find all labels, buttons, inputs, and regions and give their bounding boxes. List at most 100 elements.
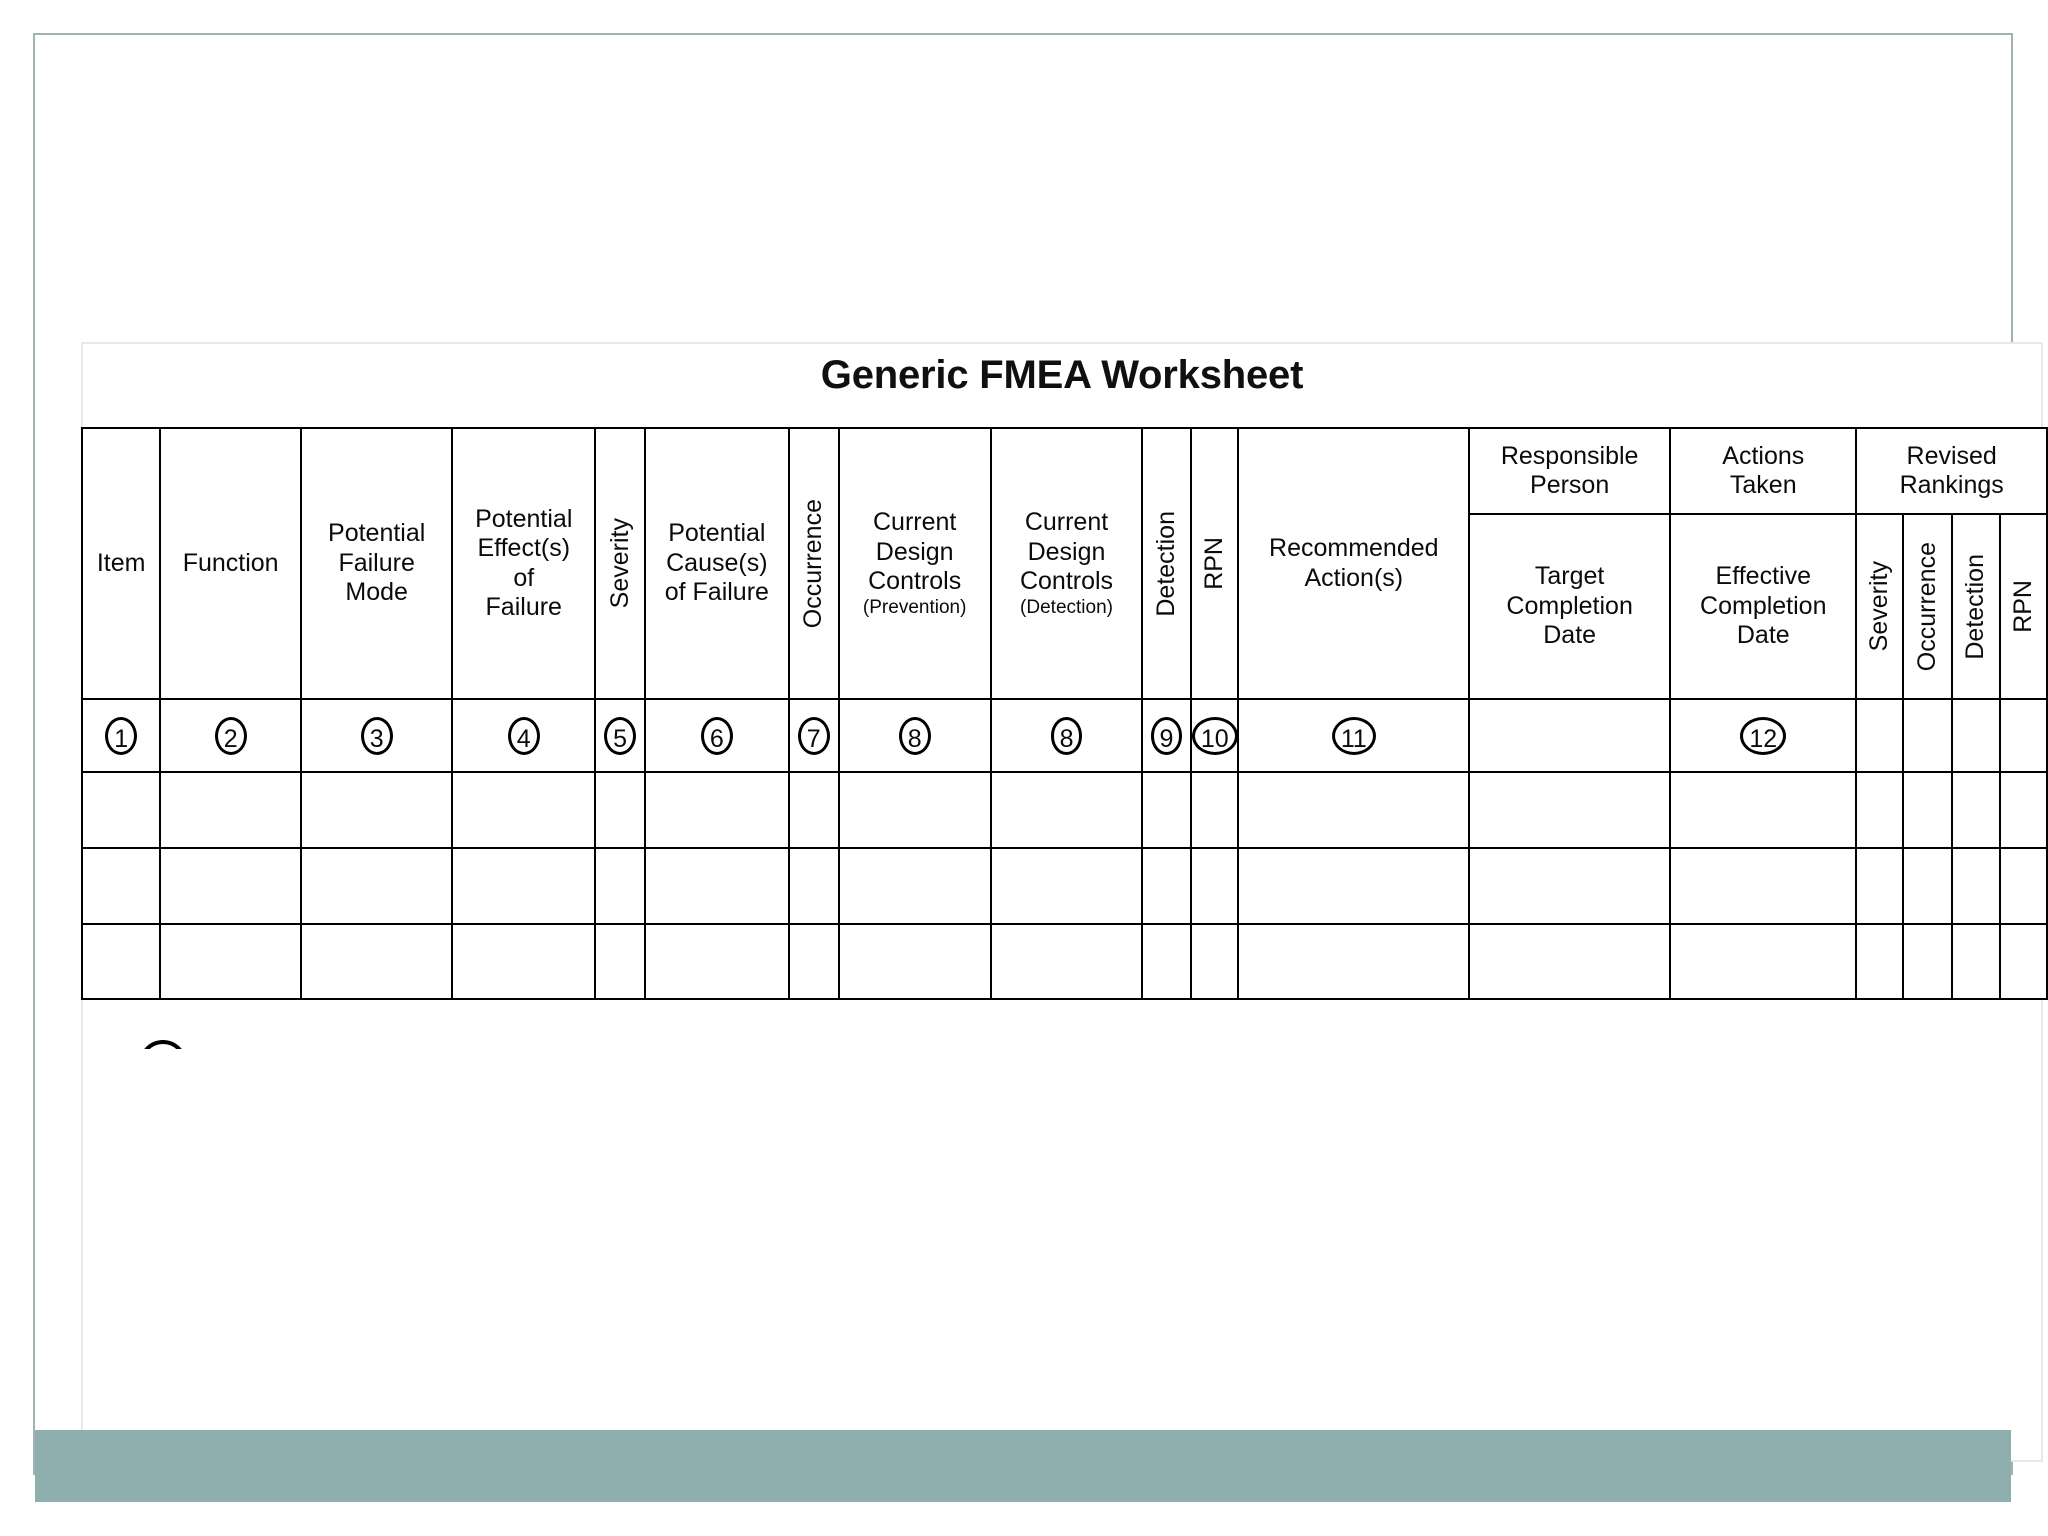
step-number-row: 1 2 3 4 5 6 7 8 8 9 10 11 12 <box>80 698 2048 773</box>
cell-item[interactable] <box>80 847 162 925</box>
cell-potential-failure-mode[interactable] <box>300 847 454 925</box>
page-title: Generic FMEA Worksheet <box>820 353 1304 397</box>
header-revised-detection: Detection <box>1950 513 2002 700</box>
cell-cdc-prevention[interactable] <box>837 771 992 849</box>
cell-item[interactable] <box>80 923 162 1000</box>
step-badge-11: 11 <box>1331 716 1376 755</box>
step-cell-severity[interactable]: 5 <box>594 698 646 773</box>
cell-item[interactable] <box>80 771 162 849</box>
header-recommended-actions: Recommended Action(s) <box>1237 427 1471 700</box>
cell-cdc-prevention[interactable] <box>837 847 992 925</box>
cell-revised-severity[interactable] <box>1855 847 1904 925</box>
cell-revised-rpn[interactable] <box>1999 847 2048 925</box>
step-cell-potential-causes-of-failure[interactable]: 6 <box>643 698 790 773</box>
group-header-revised-rankings: Revised Rankings <box>1855 427 2048 515</box>
step-cell-rpn[interactable]: 10 <box>1189 698 1240 773</box>
step-cell-revised-rpn[interactable] <box>1999 698 2048 773</box>
cell-revised-rpn[interactable] <box>1999 923 2048 1000</box>
cell-potential-effects-of-failure[interactable] <box>451 847 597 925</box>
step-badge-6: 6 <box>700 716 733 755</box>
clipped-circle-mask <box>127 1049 197 1089</box>
table-row <box>80 923 2048 1000</box>
cell-potential-effects-of-failure[interactable] <box>451 771 597 849</box>
step-cell-recommended-actions[interactable]: 11 <box>1237 698 1471 773</box>
cell-potential-causes-of-failure[interactable] <box>643 771 790 849</box>
cell-potential-causes-of-failure[interactable] <box>643 847 790 925</box>
step-badge-7: 7 <box>797 716 830 755</box>
cell-potential-causes-of-failure[interactable] <box>643 923 790 1000</box>
step-cell-detection[interactable]: 9 <box>1141 698 1192 773</box>
cell-function[interactable] <box>159 923 303 1000</box>
header-effective-completion-date: Effective Completion Date <box>1669 513 1858 700</box>
step-badge-8a: 8 <box>898 716 931 755</box>
step-cell-revised-occurrence[interactable] <box>1901 698 1953 773</box>
cell-effective-completion-date[interactable] <box>1669 771 1858 849</box>
step-cell-potential-effects-of-failure[interactable]: 4 <box>451 698 597 773</box>
cell-potential-failure-mode[interactable] <box>300 771 454 849</box>
step-badge-8b: 8 <box>1050 716 1083 755</box>
cell-detection[interactable] <box>1141 771 1192 849</box>
cell-potential-failure-mode[interactable] <box>300 923 454 1000</box>
cell-target-completion-date[interactable] <box>1468 923 1672 1000</box>
step-cell-revised-detection[interactable] <box>1950 698 2002 773</box>
cell-occurrence[interactable] <box>787 771 840 849</box>
step-cell-effective-completion-date[interactable]: 12 <box>1669 698 1858 773</box>
cell-severity[interactable] <box>594 847 646 925</box>
cell-effective-completion-date[interactable] <box>1669 923 1858 1000</box>
cell-effective-completion-date[interactable] <box>1669 847 1858 925</box>
step-badge-12: 12 <box>1740 716 1787 755</box>
cell-target-completion-date[interactable] <box>1468 771 1672 849</box>
header-potential-failure-mode: Potential Failure Mode <box>300 427 454 700</box>
cell-rpn[interactable] <box>1189 923 1240 1000</box>
cell-function[interactable] <box>159 771 303 849</box>
header-potential-causes-of-failure: Potential Cause(s) of Failure <box>643 427 790 700</box>
cell-revised-severity[interactable] <box>1855 923 1904 1000</box>
cell-revised-detection[interactable] <box>1950 771 2002 849</box>
table-sub-header-row: Target Completion Date Effective Complet… <box>82 513 2048 700</box>
table-row <box>80 847 2048 925</box>
step-cell-target-completion-date[interactable] <box>1468 698 1672 773</box>
cell-occurrence[interactable] <box>787 923 840 1000</box>
table-group-header-row: Item Function Potential Failure Mode Pot… <box>80 427 2048 700</box>
cell-revised-severity[interactable] <box>1855 771 1904 849</box>
cell-rpn[interactable] <box>1189 847 1240 925</box>
cell-detection[interactable] <box>1141 847 1192 925</box>
cell-revised-occurrence[interactable] <box>1901 923 1953 1000</box>
step-cell-cdc-detection[interactable]: 8 <box>989 698 1144 773</box>
cell-revised-detection[interactable] <box>1950 923 2002 1000</box>
step-cell-function[interactable]: 2 <box>159 698 303 773</box>
cell-occurrence[interactable] <box>787 847 840 925</box>
cell-potential-effects-of-failure[interactable] <box>451 923 597 1000</box>
cell-recommended-actions[interactable] <box>1237 771 1471 849</box>
cell-revised-rpn[interactable] <box>1999 771 2048 849</box>
step-cell-occurrence[interactable]: 7 <box>787 698 840 773</box>
cell-cdc-detection[interactable] <box>989 771 1144 849</box>
step-cell-revised-severity[interactable] <box>1855 698 1904 773</box>
cell-rpn[interactable] <box>1189 771 1240 849</box>
header-severity: Severity <box>594 427 646 700</box>
cell-target-completion-date[interactable] <box>1468 847 1672 925</box>
step-cell-cdc-prevention[interactable]: 8 <box>837 698 992 773</box>
cell-revised-occurrence[interactable] <box>1901 771 1953 849</box>
step-cell-potential-failure-mode[interactable]: 3 <box>300 698 454 773</box>
step-badge-9: 9 <box>1150 716 1183 755</box>
cell-cdc-detection[interactable] <box>989 847 1144 925</box>
step-cell-item[interactable]: 1 <box>80 698 162 773</box>
header-detection: Detection <box>1141 427 1192 700</box>
cell-recommended-actions[interactable] <box>1237 847 1471 925</box>
cell-recommended-actions[interactable] <box>1237 923 1471 1000</box>
step-badge-2: 2 <box>214 716 247 755</box>
step-badge-1: 1 <box>105 716 138 755</box>
cell-revised-occurrence[interactable] <box>1901 847 1953 925</box>
header-current-design-controls-prevention: Current Design Controls (Prevention) <box>837 427 992 700</box>
cell-revised-detection[interactable] <box>1950 847 2002 925</box>
cell-cdc-detection[interactable] <box>989 923 1144 1000</box>
cell-cdc-prevention[interactable] <box>837 923 992 1000</box>
table-row <box>80 771 2048 849</box>
cell-severity[interactable] <box>594 923 646 1000</box>
group-header-actions-taken: Actions Taken <box>1669 427 1858 515</box>
header-item: Item <box>80 427 162 700</box>
cell-function[interactable] <box>159 847 303 925</box>
cell-detection[interactable] <box>1141 923 1192 1000</box>
cell-severity[interactable] <box>594 771 646 849</box>
